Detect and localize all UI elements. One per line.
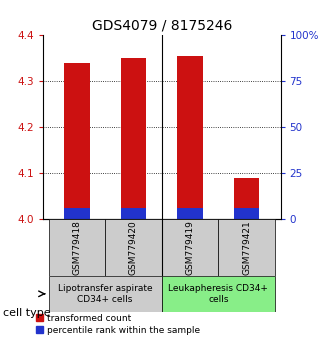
- Text: Lipotransfer aspirate
CD34+ cells: Lipotransfer aspirate CD34+ cells: [58, 284, 152, 303]
- Bar: [177, 208, 203, 219]
- Text: GSM779419: GSM779419: [185, 220, 194, 275]
- Bar: [64, 63, 89, 219]
- Bar: [49, 219, 105, 276]
- Bar: [121, 58, 146, 219]
- Bar: [234, 208, 259, 219]
- Bar: [162, 219, 218, 276]
- Bar: [64, 208, 89, 219]
- Bar: [234, 178, 259, 219]
- Title: GDS4079 / 8175246: GDS4079 / 8175246: [91, 19, 232, 33]
- Bar: [105, 219, 162, 276]
- Text: GSM779420: GSM779420: [129, 221, 138, 275]
- Text: Leukapheresis CD34+
cells: Leukapheresis CD34+ cells: [168, 284, 268, 303]
- Legend: transformed count, percentile rank within the sample: transformed count, percentile rank withi…: [36, 314, 200, 335]
- Text: GSM779421: GSM779421: [242, 221, 251, 275]
- Bar: [121, 208, 146, 219]
- Bar: [218, 219, 275, 276]
- Bar: [177, 56, 203, 219]
- Bar: [162, 276, 275, 312]
- Bar: [49, 276, 162, 312]
- Text: GSM779418: GSM779418: [72, 220, 81, 275]
- Text: cell type: cell type: [3, 308, 51, 318]
